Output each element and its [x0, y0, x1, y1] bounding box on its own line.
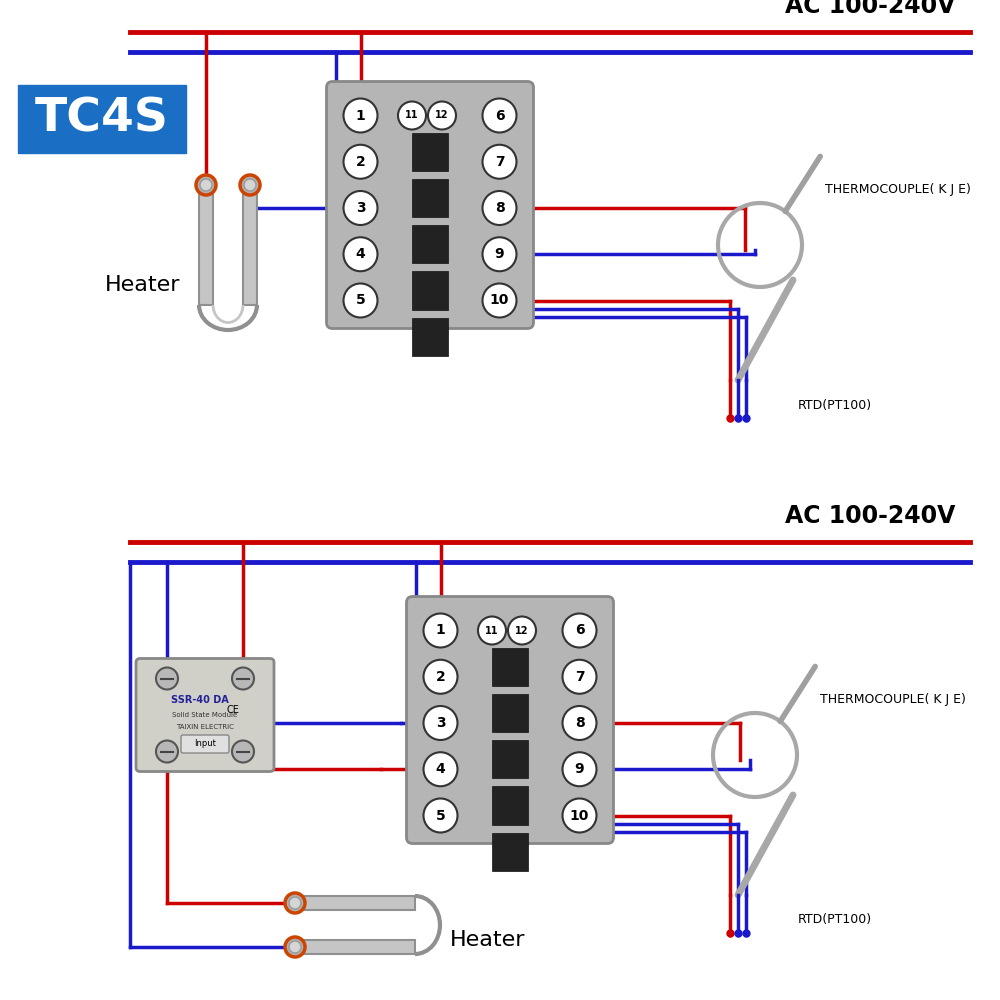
Text: 11: 11	[405, 110, 419, 120]
Circle shape	[285, 937, 305, 957]
Circle shape	[424, 798, 458, 832]
Circle shape	[344, 237, 378, 271]
Text: 9: 9	[495, 247, 504, 261]
Text: 3: 3	[356, 201, 365, 215]
Text: SSR-40 DA: SSR-40 DA	[171, 695, 229, 705]
Circle shape	[344, 191, 378, 225]
Circle shape	[562, 660, 596, 694]
Text: RTD(PT100): RTD(PT100)	[798, 398, 872, 412]
Bar	[412, 132, 448, 171]
Bar	[295, 896, 415, 910]
Circle shape	[482, 99, 516, 132]
Text: 5: 5	[356, 294, 365, 308]
Text: CE: CE	[227, 705, 239, 715]
Text: 3: 3	[436, 716, 445, 730]
Circle shape	[285, 893, 305, 913]
Text: AC 100-240V: AC 100-240V	[785, 0, 955, 18]
Text: 5: 5	[436, 808, 445, 822]
Text: 4: 4	[436, 762, 445, 776]
FancyBboxPatch shape	[136, 658, 274, 772]
Circle shape	[508, 616, 536, 645]
FancyBboxPatch shape	[18, 85, 186, 153]
Circle shape	[240, 175, 260, 195]
Circle shape	[156, 668, 178, 690]
Text: 9: 9	[575, 762, 584, 776]
Circle shape	[478, 616, 506, 645]
FancyBboxPatch shape	[181, 735, 229, 753]
Text: Solid State Module: Solid State Module	[172, 712, 238, 718]
FancyBboxPatch shape	[326, 82, 534, 328]
Bar	[199, 185, 213, 305]
Text: 12: 12	[515, 626, 529, 636]
Bar	[243, 185, 257, 305]
Circle shape	[244, 179, 256, 191]
Circle shape	[200, 179, 212, 191]
Circle shape	[344, 99, 378, 132]
Text: 7: 7	[495, 155, 504, 169]
Text: AC 100-240V: AC 100-240V	[785, 504, 955, 528]
Circle shape	[428, 102, 456, 129]
Text: 12: 12	[435, 110, 449, 120]
Text: 6: 6	[575, 624, 584, 638]
Bar	[412, 318, 448, 356]
Text: Input: Input	[194, 740, 216, 748]
Text: TAIXIN ELECTRIC: TAIXIN ELECTRIC	[176, 724, 234, 730]
Circle shape	[562, 752, 596, 786]
Text: 2: 2	[356, 155, 365, 169]
Circle shape	[424, 613, 458, 648]
Circle shape	[156, 740, 178, 762]
Circle shape	[344, 145, 378, 179]
Circle shape	[232, 668, 254, 690]
Circle shape	[482, 284, 516, 318]
Circle shape	[482, 237, 516, 271]
Text: TC4S: TC4S	[35, 97, 169, 141]
Circle shape	[344, 284, 378, 318]
Bar	[492, 786, 528, 824]
Bar	[295, 940, 415, 954]
Text: THERMOCOUPLE( K J E): THERMOCOUPLE( K J E)	[820, 694, 966, 706]
Text: 1: 1	[356, 108, 365, 122]
Circle shape	[482, 145, 516, 179]
Text: 10: 10	[570, 808, 589, 822]
Text: RTD(PT100): RTD(PT100)	[798, 914, 872, 926]
Bar	[492, 832, 528, 871]
Text: THERMOCOUPLE( K J E): THERMOCOUPLE( K J E)	[825, 184, 971, 196]
Bar	[412, 179, 448, 217]
Bar	[412, 271, 448, 310]
Circle shape	[424, 752, 458, 786]
Bar	[492, 740, 528, 778]
Bar	[492, 648, 528, 686]
Text: 8: 8	[495, 201, 504, 215]
Bar	[492, 694, 528, 732]
Text: 1: 1	[436, 624, 445, 638]
Circle shape	[562, 798, 596, 832]
Circle shape	[482, 191, 516, 225]
Text: Heater: Heater	[450, 930, 526, 950]
Text: 4: 4	[356, 247, 365, 261]
Text: 11: 11	[485, 626, 499, 636]
Text: 7: 7	[575, 670, 584, 684]
Text: 6: 6	[495, 108, 504, 122]
Text: 2: 2	[436, 670, 445, 684]
Circle shape	[196, 175, 216, 195]
Circle shape	[289, 897, 301, 909]
Text: 10: 10	[490, 294, 509, 308]
Circle shape	[398, 102, 426, 129]
Text: 8: 8	[575, 716, 584, 730]
FancyBboxPatch shape	[406, 596, 614, 844]
Bar	[412, 225, 448, 263]
Circle shape	[232, 740, 254, 762]
Circle shape	[424, 660, 458, 694]
Text: Heater: Heater	[105, 275, 181, 295]
Circle shape	[289, 941, 301, 953]
Circle shape	[562, 706, 596, 740]
Circle shape	[424, 706, 458, 740]
Circle shape	[562, 613, 596, 648]
